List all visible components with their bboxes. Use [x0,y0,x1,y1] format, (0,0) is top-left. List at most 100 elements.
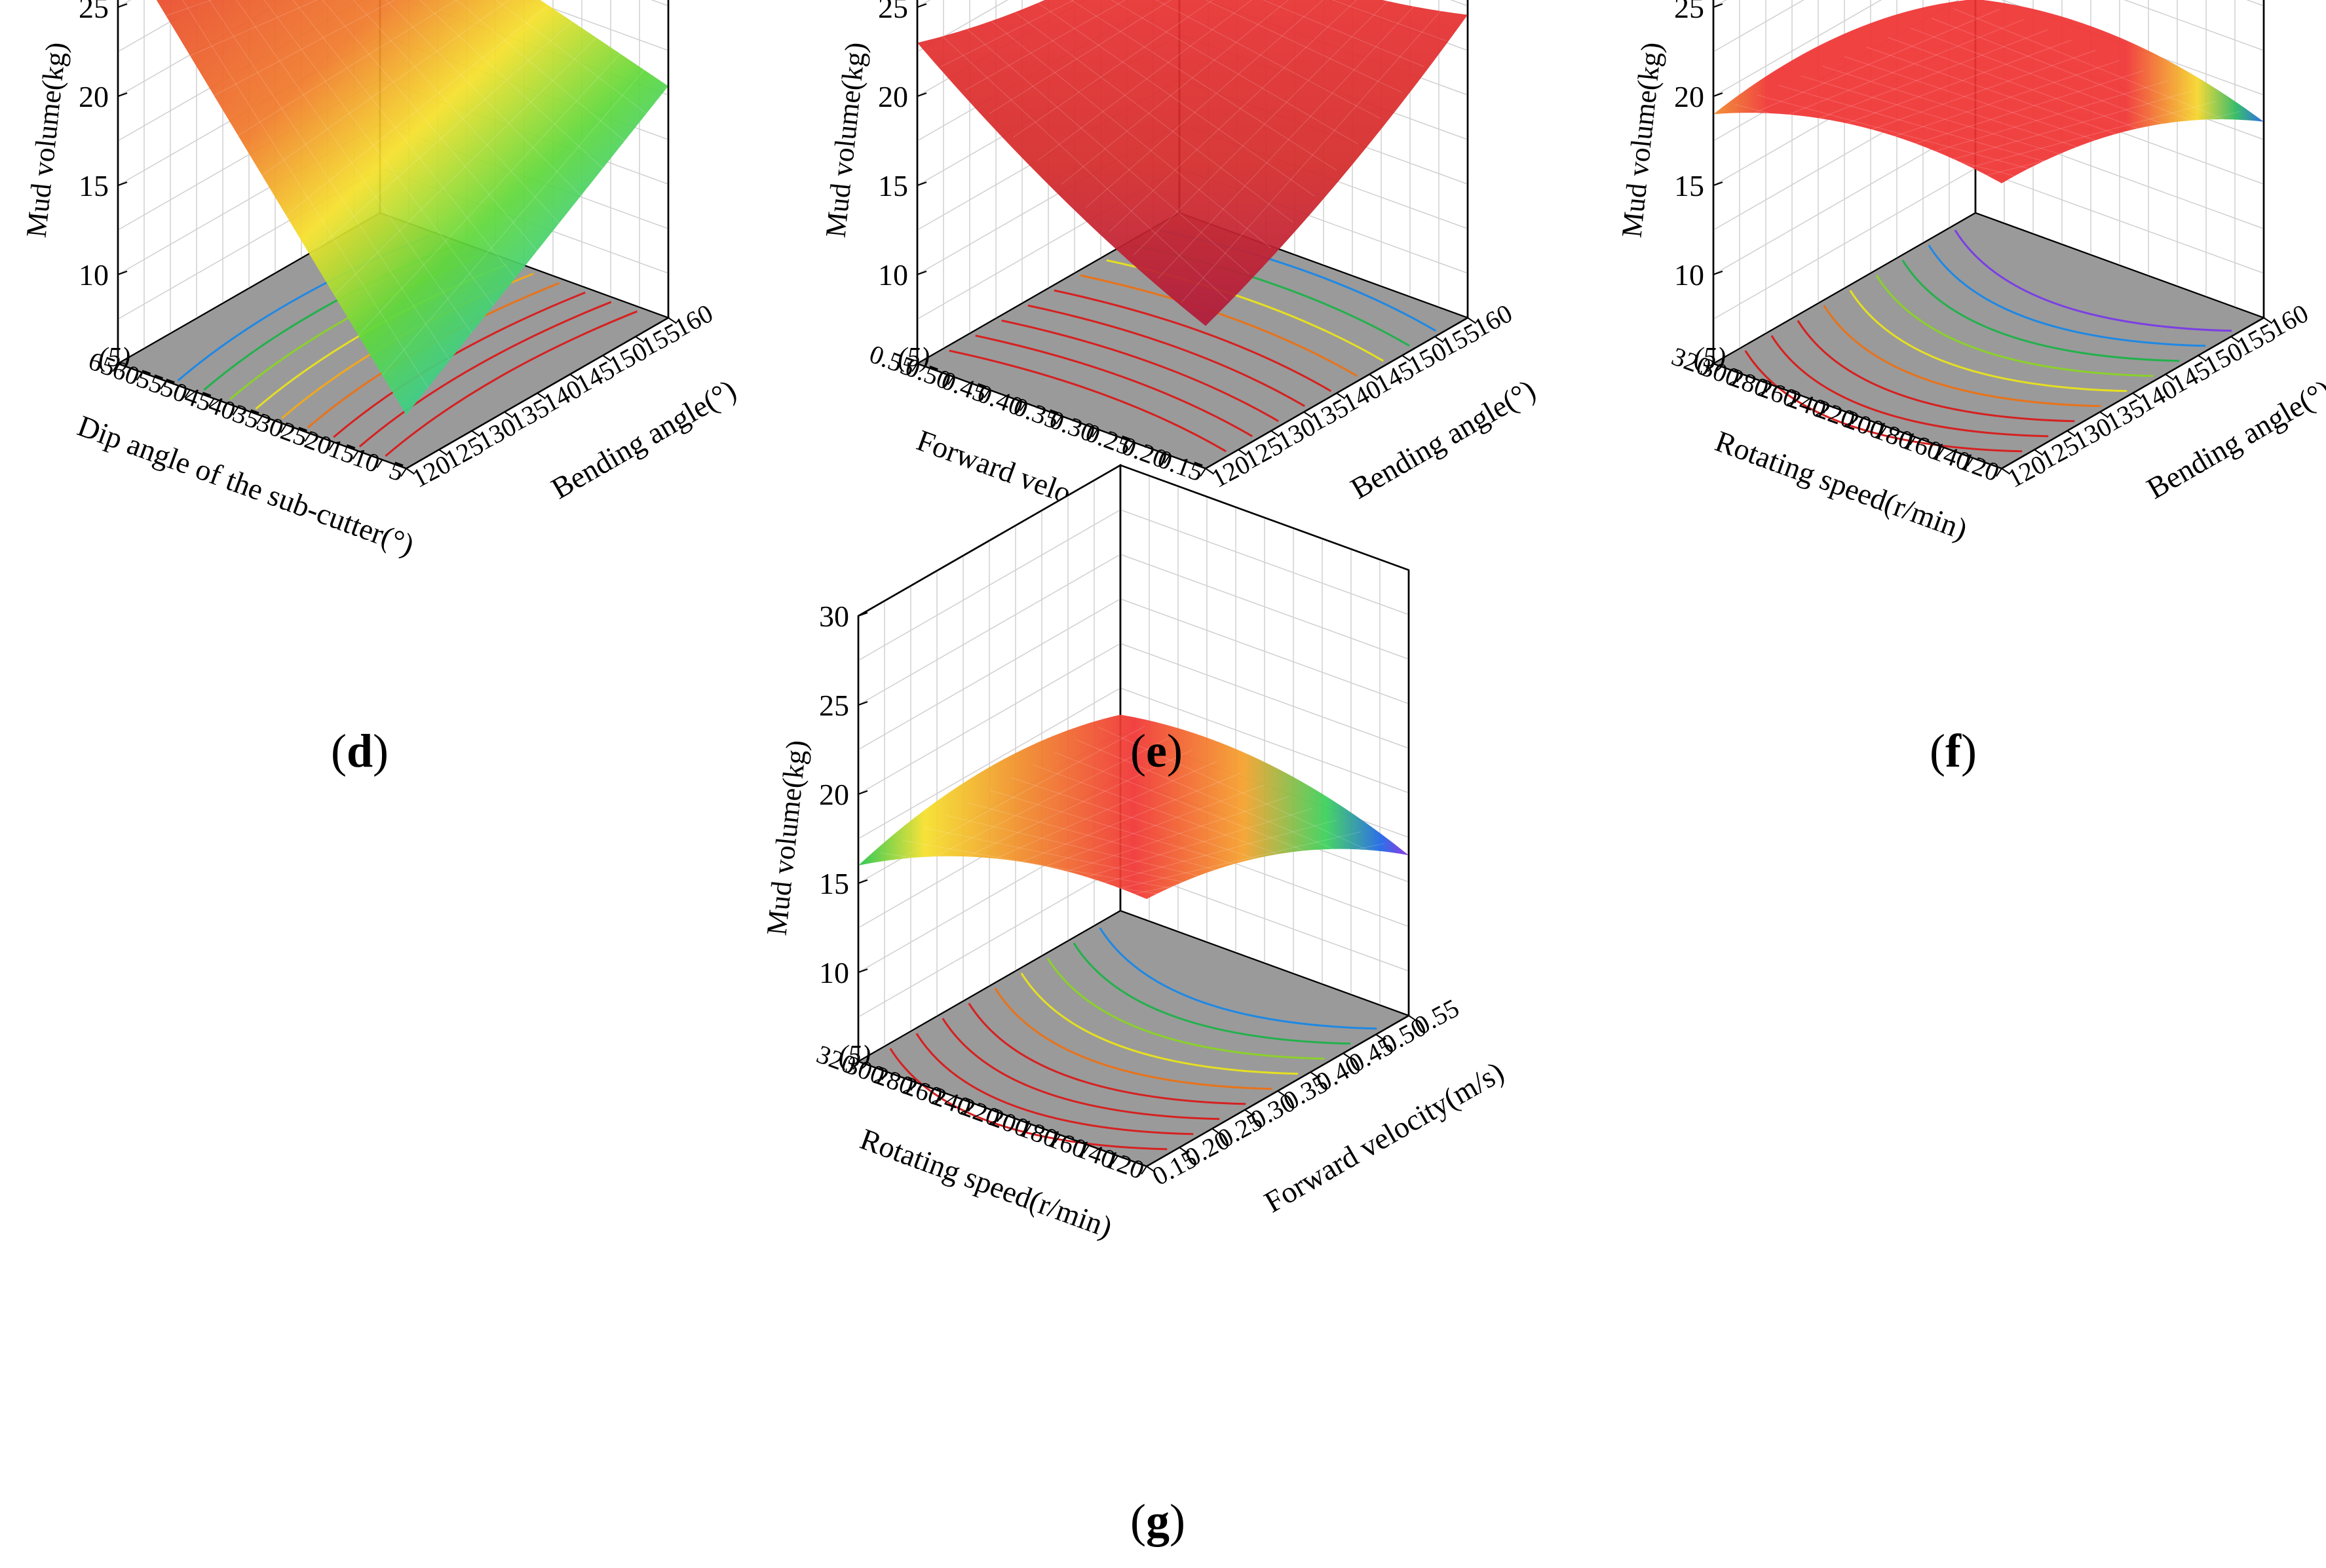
panel-label-f-letter: f [1945,725,1961,777]
grid-line [1120,687,1409,794]
z-tick-label: 10 [1674,258,1704,292]
mesh-line [1881,70,2144,155]
y-tick [1401,354,1411,362]
x-tick [1967,457,1973,467]
surface-mesh [880,726,1387,897]
mesh-line [1050,808,1313,889]
mesh-line [880,852,1169,896]
y-tick [1434,335,1443,343]
mesh-line [1977,111,2240,178]
mesh-line [381,69,645,375]
y-tick [1244,1109,1253,1116]
z-tick-label: 20 [1674,80,1704,113]
x-tick [1054,1134,1061,1143]
contour-line [1770,335,2049,438]
z-tick-label: 20 [79,80,109,113]
x-tick [1736,373,1743,383]
contour-line [358,301,612,448]
z-tick-label: 25 [819,689,849,722]
mesh-line [182,0,429,388]
z-tick-label: 30 [819,600,849,633]
mesh-line [1909,28,2199,138]
x-tick [997,1113,1003,1122]
y-tick [406,468,415,474]
grid-line [117,0,209,52]
mesh-line [166,0,212,16]
x-tick [1128,442,1134,451]
mesh-line [263,0,494,306]
mesh-line [1054,752,1344,867]
y-tick [2198,354,2207,362]
x-tick [939,1092,945,1101]
contour-line [1080,274,1358,377]
z-tick [1713,3,1723,8]
z-tick-label: 10 [79,258,109,292]
mesh-line [1122,843,1385,897]
z-tick-label: 10 [819,956,849,989]
contour-line [1928,244,2206,347]
mesh-line [236,0,472,334]
x-tick [1092,429,1098,438]
mesh-line [1761,19,2024,126]
grid-line [528,0,669,51]
x-tick [1020,402,1026,411]
contour-line [968,1003,1246,1105]
response-surface [858,714,1409,899]
z-axis-title: Mud volume(kg) [1616,41,1668,239]
grid-line [1120,509,1409,615]
mesh-line [902,839,1191,892]
mesh-line [419,0,603,169]
mesh-line [1037,0,1253,161]
mesh-line [1002,784,1265,883]
x-tick [280,424,287,433]
mesh-line [1737,9,2000,121]
mesh-line [1929,90,2192,166]
mesh-line [1157,0,1420,279]
mesh-line [1801,75,2089,163]
x-tick [160,381,167,390]
y-tick [2165,373,2174,381]
mesh-line [989,790,1278,878]
y-tick [1205,468,1214,474]
mesh-line [945,814,1234,885]
x-tick [1765,384,1772,393]
mesh-line [1026,796,1289,886]
contour-lines [1744,229,2232,453]
contour-line [915,1033,1194,1136]
mesh-line [1735,104,2024,179]
contour-line [1875,275,2154,377]
corner-label: (5) [1694,343,1726,373]
grid-line [858,509,1121,661]
contour-line [994,987,1272,1090]
mesh-line [310,21,573,256]
y-tick [1375,1033,1384,1041]
x-tick [911,363,918,372]
contour-line [385,310,638,457]
corner-label: (5) [898,343,930,373]
z-tick [858,968,868,973]
top-edge [1120,464,1409,571]
contour-line [942,1018,1220,1120]
x-tick [232,407,239,416]
mesh-line [1181,7,1444,303]
z-tick [917,271,927,275]
x-tick [1083,1145,1090,1154]
y-tick [1408,1015,1417,1022]
y-tick [1238,449,1247,456]
mesh-line [189,0,318,56]
z-tick-label: 15 [1674,169,1704,202]
mesh-line [238,0,457,136]
surface-mesh [1735,8,2242,179]
y-tick [2099,411,2108,418]
grid-line [917,0,1008,52]
surface-mesh [938,0,1446,303]
contour-line [1073,942,1351,1045]
mesh-line [1033,764,1322,870]
panel-label-d: (d) [331,725,389,777]
mesh-line [1778,85,2068,168]
z-tick [117,3,128,8]
grid-line [1713,0,1804,52]
